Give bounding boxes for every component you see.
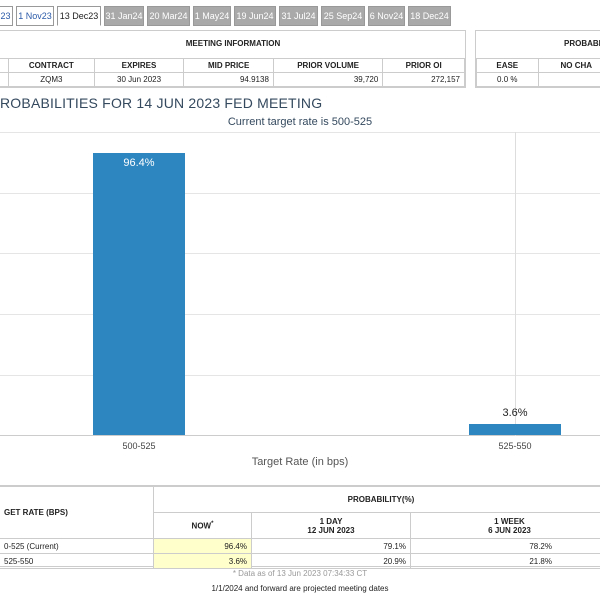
table-row: ZQM3 30 Jun 2023 94.9138 39,720 272,157 bbox=[0, 72, 465, 87]
col-1week: 1 WEEK 6 JUN 2023 bbox=[410, 512, 600, 539]
col-prior-volume: PRIOR VOLUME bbox=[272, 58, 384, 73]
gridline bbox=[0, 314, 600, 315]
week-cell: 78.2% bbox=[410, 538, 600, 554]
table-row: 525-550 3.6% 20.9% 21.8% bbox=[0, 553, 600, 569]
ease-value: 0.0 % bbox=[476, 72, 539, 87]
no-change-value bbox=[537, 72, 600, 87]
prior-volume-value: 39,720 bbox=[272, 72, 384, 87]
meeting-info-title: MEETING INFORMATION bbox=[185, 39, 281, 48]
probability-summary-panel: PROBABI EASE NO CHA 0.0 % bbox=[475, 30, 600, 88]
tab-jul23[interactable]: 23 bbox=[0, 6, 13, 26]
probability-header: PROBABILITY(%) bbox=[153, 486, 600, 513]
col-prior-oi: PRIOR OI bbox=[382, 58, 465, 73]
col-now-footnote-mark: * bbox=[211, 520, 214, 527]
tab-nov23[interactable]: 1 Nov23 bbox=[16, 6, 54, 26]
col-1week-date: 6 JUN 2023 bbox=[488, 525, 531, 535]
probability-summary-table: EASE NO CHA 0.0 % bbox=[476, 58, 600, 87]
col-1day-date: 12 JUN 2023 bbox=[307, 525, 355, 535]
tab-jan24[interactable]: 31 Jan24 bbox=[104, 6, 144, 26]
now-cell: 96.4% bbox=[153, 538, 252, 554]
table-row: 0.0 % bbox=[476, 72, 600, 87]
mid-price-value: 94.9138 bbox=[183, 72, 274, 87]
tab-mar24[interactable]: 20 Mar24 bbox=[147, 6, 190, 26]
meeting-tabs: 23 1 Nov23 13 Dec23 31 Jan24 20 Mar24 1 … bbox=[0, 0, 600, 30]
col-now-label: NOW bbox=[191, 521, 212, 531]
gridline bbox=[0, 375, 600, 376]
col-ease: EASE bbox=[476, 58, 539, 73]
now-cell: 3.6% bbox=[153, 553, 252, 569]
tab-may24[interactable]: 1 May24 bbox=[193, 6, 231, 26]
contract-value: ZQM3 bbox=[8, 72, 95, 87]
gridline bbox=[0, 253, 600, 254]
tab-sep24[interactable]: 25 Sep24 bbox=[321, 6, 365, 26]
col-now: NOW* bbox=[153, 512, 252, 539]
x-axis-line bbox=[0, 435, 600, 436]
bar-data-label: 3.6% bbox=[502, 407, 528, 419]
week-cell: 21.8% bbox=[410, 553, 600, 569]
expires-value: 30 Jun 2023 bbox=[93, 72, 185, 87]
chart-subtitle: Current target rate is 500-525 bbox=[227, 116, 373, 128]
probability-summary-title: PROBABI bbox=[564, 39, 600, 48]
tab-dec23[interactable]: 13 Dec23 bbox=[57, 6, 101, 26]
gridline bbox=[0, 193, 600, 194]
chart-title: ROBABILITIES FOR 14 JUN 2023 FED MEETING bbox=[0, 95, 323, 111]
col-1day: 1 DAY 12 JUN 2023 bbox=[251, 512, 411, 539]
meeting-info-table: CONTRACT EXPIRES MID PRICE PRIOR VOLUME … bbox=[0, 58, 465, 87]
probability-table-panel: GET RATE (BPS) PROBABILITY(%) NOW* 1 DAY… bbox=[0, 485, 600, 569]
x-tick-label: 525-550 bbox=[498, 441, 532, 451]
tab-nov24[interactable]: 6 Nov24 bbox=[368, 6, 405, 26]
col-no-change: NO CHA bbox=[537, 58, 600, 73]
x-tick-label: 500-525 bbox=[122, 441, 156, 451]
col-expires: EXPIRES bbox=[93, 58, 185, 73]
gridline bbox=[0, 132, 600, 133]
table-row: 0-525 (Current) 96.4% 79.1% 78.2% bbox=[0, 538, 600, 554]
col-1week-label: 1 WEEK bbox=[494, 516, 525, 526]
bar-525-550 bbox=[469, 424, 561, 435]
col-contract: CONTRACT bbox=[8, 58, 95, 73]
tab-jul24[interactable]: 31 Jul24 bbox=[279, 6, 318, 26]
col-mid-price: MID PRICE bbox=[183, 58, 274, 73]
bar-data-label: 96.4% bbox=[123, 157, 155, 169]
prior-oi-value: 272,157 bbox=[382, 72, 465, 87]
tab-jun24[interactable]: 19 Jun24 bbox=[234, 6, 276, 26]
bar-500-525 bbox=[93, 153, 185, 435]
meeting-info-panel: MEETING INFORMATION CONTRACT EXPIRES MID… bbox=[0, 30, 466, 88]
projection-note: 1/1/2024 and forward are projected meeti… bbox=[211, 584, 389, 593]
col-1day-label: 1 DAY bbox=[319, 516, 343, 526]
rate-cell: 0-525 (Current) bbox=[0, 538, 154, 554]
data-timestamp-note: * Data as of 13 Jun 2023 07:34:33 CT bbox=[232, 569, 368, 578]
plot-right-border bbox=[515, 132, 516, 436]
day-cell: 20.9% bbox=[251, 553, 411, 569]
day-cell: 79.1% bbox=[251, 538, 411, 554]
target-rate-header: GET RATE (BPS) bbox=[0, 486, 154, 539]
tab-dec24[interactable]: 18 Dec24 bbox=[408, 6, 451, 26]
probability-table: GET RATE (BPS) PROBABILITY(%) NOW* 1 DAY… bbox=[0, 486, 600, 569]
rate-cell: 525-550 bbox=[0, 553, 154, 569]
x-axis-label: Target Rate (in bps) bbox=[251, 456, 349, 468]
